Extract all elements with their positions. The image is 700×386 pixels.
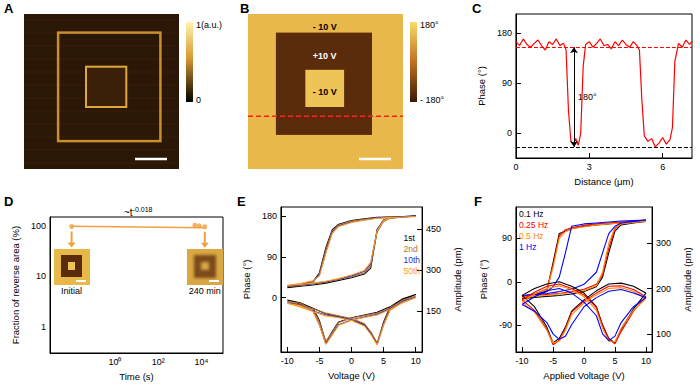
svg-text:-10: -10 bbox=[516, 356, 529, 366]
svg-text:10⁴: 10⁴ bbox=[194, 357, 208, 367]
html-text:Initial: Initial bbox=[61, 285, 83, 296]
svg-text:Time (s): Time (s) bbox=[119, 371, 153, 382]
svg-text:+10 V: +10 V bbox=[313, 51, 337, 61]
html-text:E: E bbox=[237, 194, 246, 209]
svg-text:1st: 1st bbox=[403, 233, 415, 243]
svg-text:450: 450 bbox=[426, 224, 441, 234]
html-text:D: D bbox=[4, 194, 14, 209]
svg-text:- 10 V: - 10 V bbox=[313, 22, 337, 32]
svg-text:100: 100 bbox=[31, 221, 46, 231]
svg-text:-5: -5 bbox=[549, 356, 557, 366]
html-text:F: F bbox=[474, 194, 482, 209]
svg-text:10⁰: 10⁰ bbox=[108, 357, 121, 367]
svg-text:Phase (°): Phase (°) bbox=[478, 260, 489, 300]
svg-text:180°: 180° bbox=[420, 20, 439, 30]
svg-text:50th: 50th bbox=[403, 266, 420, 276]
svg-text:100: 100 bbox=[656, 329, 671, 339]
svg-text:0: 0 bbox=[513, 162, 518, 172]
svg-text:0.5 Hz: 0.5 Hz bbox=[519, 231, 544, 241]
svg-text:2nd: 2nd bbox=[403, 244, 417, 254]
svg-text:-5: -5 bbox=[315, 356, 323, 366]
svg-text:- 10 V: - 10 V bbox=[313, 87, 337, 97]
svg-text:Applied Voltage (V): Applied Voltage (V) bbox=[543, 370, 624, 381]
svg-text:300: 300 bbox=[426, 265, 441, 275]
svg-text:1: 1 bbox=[41, 322, 46, 332]
svg-text:180: 180 bbox=[262, 211, 277, 221]
svg-text:90: 90 bbox=[502, 78, 512, 88]
svg-text:0: 0 bbox=[272, 293, 277, 303]
svg-text:150: 150 bbox=[426, 306, 441, 316]
svg-text:90: 90 bbox=[267, 252, 277, 262]
svg-text:6: 6 bbox=[660, 162, 665, 172]
svg-text:-10: -10 bbox=[281, 356, 294, 366]
svg-text:Fraction of reverse area (%): Fraction of reverse area (%) bbox=[10, 226, 21, 344]
svg-text:-90: -90 bbox=[499, 320, 512, 330]
svg-text:5: 5 bbox=[612, 356, 617, 366]
svg-text:Distance (μm): Distance (μm) bbox=[574, 176, 633, 187]
svg-text:10²: 10² bbox=[152, 357, 165, 367]
svg-text:10: 10 bbox=[641, 356, 651, 366]
html-text:A: A bbox=[4, 1, 14, 16]
html-text:C: C bbox=[472, 1, 482, 16]
svg-text:-0.018: -0.018 bbox=[133, 206, 153, 213]
svg-text:0: 0 bbox=[507, 277, 512, 287]
svg-text:10: 10 bbox=[36, 271, 46, 281]
svg-text:0.25 Hz: 0.25 Hz bbox=[519, 220, 548, 230]
svg-text:200: 200 bbox=[656, 284, 671, 294]
svg-text:Amplitude (pm): Amplitude (pm) bbox=[452, 247, 463, 311]
svg-text:0: 0 bbox=[507, 128, 512, 138]
svg-text:Phase (°): Phase (°) bbox=[241, 260, 252, 300]
svg-text:1 Hz: 1 Hz bbox=[519, 242, 536, 252]
svg-text:10: 10 bbox=[411, 356, 421, 366]
svg-text:Phase (°): Phase (°) bbox=[476, 66, 487, 106]
html-text:B: B bbox=[240, 1, 250, 16]
svg-text:180: 180 bbox=[497, 28, 512, 38]
svg-text:Voltage (V): Voltage (V) bbox=[328, 370, 375, 381]
svg-text:1(a.u.): 1(a.u.) bbox=[196, 20, 222, 30]
svg-text:0: 0 bbox=[196, 95, 201, 105]
svg-text:5: 5 bbox=[381, 356, 386, 366]
svg-text:0: 0 bbox=[581, 356, 586, 366]
svg-text:3: 3 bbox=[587, 162, 592, 172]
svg-text:~t: ~t bbox=[124, 207, 133, 218]
svg-text:180°: 180° bbox=[578, 92, 597, 102]
svg-text:0.1 Hz: 0.1 Hz bbox=[519, 209, 544, 219]
svg-text:90: 90 bbox=[502, 233, 512, 243]
svg-text:10th: 10th bbox=[403, 255, 420, 265]
svg-text:0: 0 bbox=[349, 356, 354, 366]
svg-text:300: 300 bbox=[656, 238, 671, 248]
html-text:240 min: 240 min bbox=[188, 285, 221, 296]
svg-text:- 180°: - 180° bbox=[420, 95, 445, 105]
svg-text:Amplitude (pm): Amplitude (pm) bbox=[682, 247, 693, 311]
